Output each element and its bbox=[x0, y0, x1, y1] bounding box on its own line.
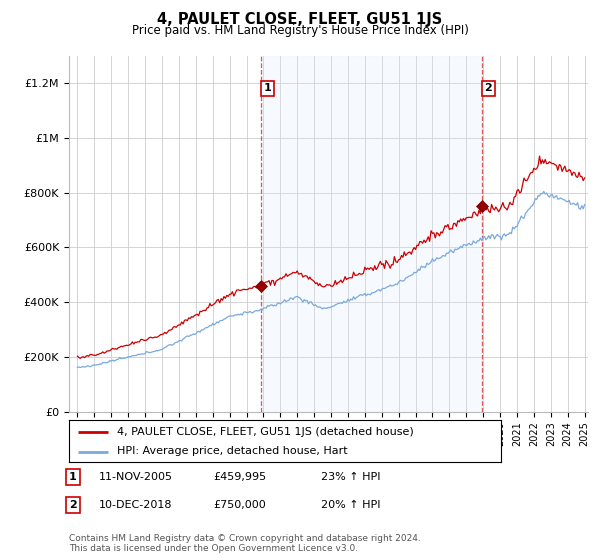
Bar bbox=[261, 56, 482, 412]
Text: 10-DEC-2018: 10-DEC-2018 bbox=[99, 500, 173, 510]
Text: Contains HM Land Registry data © Crown copyright and database right 2024.
This d: Contains HM Land Registry data © Crown c… bbox=[69, 534, 421, 553]
Text: £750,000: £750,000 bbox=[213, 500, 266, 510]
Text: 2: 2 bbox=[484, 83, 492, 94]
Text: Price paid vs. HM Land Registry's House Price Index (HPI): Price paid vs. HM Land Registry's House … bbox=[131, 24, 469, 36]
Text: 23% ↑ HPI: 23% ↑ HPI bbox=[321, 472, 380, 482]
Text: 1: 1 bbox=[264, 83, 272, 94]
Text: 4, PAULET CLOSE, FLEET, GU51 1JS: 4, PAULET CLOSE, FLEET, GU51 1JS bbox=[157, 12, 443, 27]
Text: £459,995: £459,995 bbox=[213, 472, 266, 482]
Text: 4, PAULET CLOSE, FLEET, GU51 1JS (detached house): 4, PAULET CLOSE, FLEET, GU51 1JS (detach… bbox=[116, 427, 413, 437]
Text: 2: 2 bbox=[69, 500, 77, 510]
Text: HPI: Average price, detached house, Hart: HPI: Average price, detached house, Hart bbox=[116, 446, 347, 456]
Text: 20% ↑ HPI: 20% ↑ HPI bbox=[321, 500, 380, 510]
Text: 1: 1 bbox=[69, 472, 77, 482]
Text: 11-NOV-2005: 11-NOV-2005 bbox=[99, 472, 173, 482]
